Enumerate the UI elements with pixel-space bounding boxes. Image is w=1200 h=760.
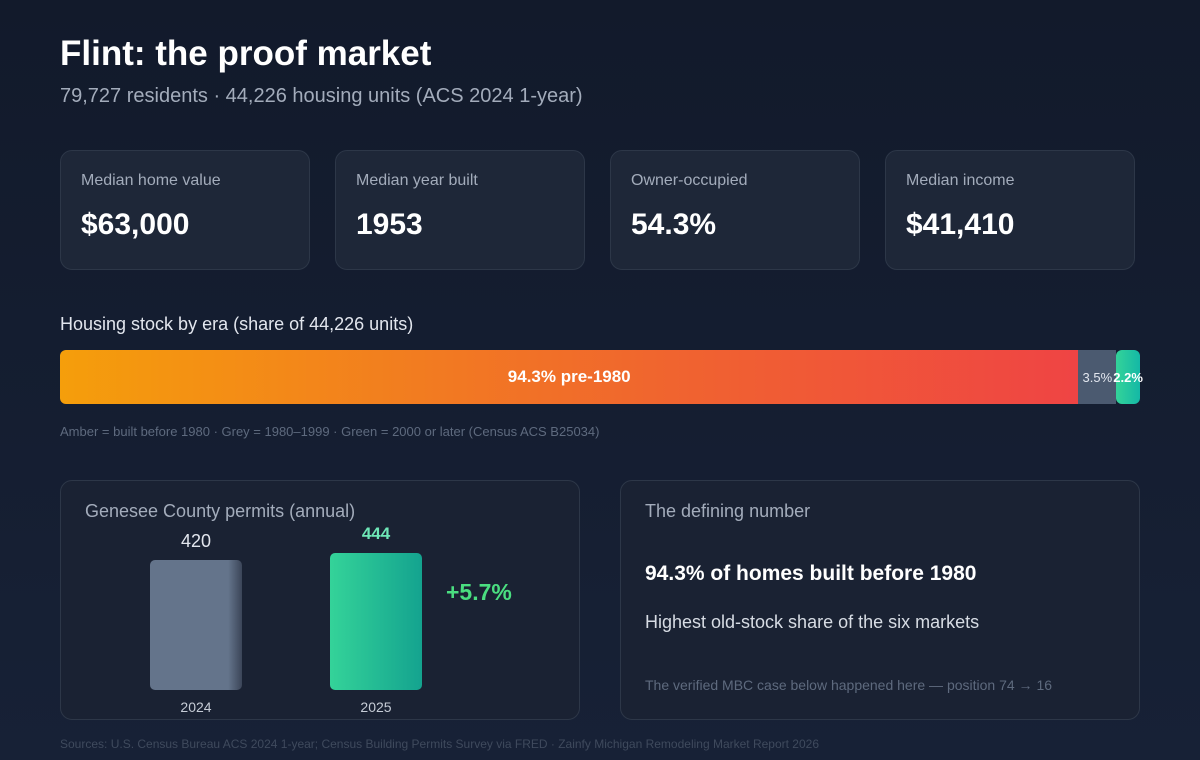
stat-label: Median home value bbox=[81, 172, 221, 189]
stat-card-median-income: Median income $41,410 bbox=[885, 150, 1135, 270]
housing-stock-bar: 94.3% pre-1980 3.5% 2.2% bbox=[60, 350, 1143, 404]
bar-2025 bbox=[330, 553, 422, 690]
defining-panel: The defining number 94.3% of homes built… bbox=[620, 480, 1140, 720]
sources-footer: Sources: U.S. Census Bureau ACS 2024 1-y… bbox=[60, 737, 820, 751]
stat-label: Median income bbox=[906, 172, 1015, 189]
stat-value: 1953 bbox=[356, 208, 423, 241]
stat-card-year-built: Median year built 1953 bbox=[335, 150, 585, 270]
stat-label: Median year built bbox=[356, 172, 478, 189]
defining-headline: 94.3% of homes built before 1980 bbox=[645, 562, 977, 585]
permits-title: Genesee County permits (annual) bbox=[85, 501, 356, 521]
segment-2000-later: 2.2% bbox=[1113, 350, 1143, 404]
stat-label: Owner-occupied bbox=[631, 172, 748, 189]
bar-category-2025: 2025 bbox=[360, 699, 392, 715]
page-subtitle: 79,727 residents · 44,226 housing units … bbox=[60, 85, 583, 107]
segment-pre-1980: 94.3% pre-1980 bbox=[60, 350, 1079, 404]
bar-2024 bbox=[150, 560, 242, 690]
stat-value: $41,410 bbox=[906, 208, 1015, 241]
defining-note: The verified MBC case below happened her… bbox=[645, 677, 1053, 693]
bar-value-2025: 444 bbox=[361, 524, 391, 543]
housing-stock-title: Housing stock by era (share of 44,226 un… bbox=[60, 314, 414, 334]
stat-card-home-value: Median home value $63,000 bbox=[60, 150, 310, 270]
housing-stock-legend: Amber = built before 1980 · Grey = 1980–… bbox=[60, 424, 600, 439]
defining-title: The defining number bbox=[645, 501, 811, 521]
permits-panel: Genesee County permits (annual) 420 444 … bbox=[60, 480, 580, 720]
stat-card-owner-occupied: Owner-occupied 54.3% bbox=[610, 150, 860, 270]
stat-value: 54.3% bbox=[631, 208, 717, 241]
stat-value: $63,000 bbox=[81, 208, 190, 241]
segment-1980-1999: 3.5% bbox=[1078, 350, 1117, 404]
change-label: +5.7% bbox=[446, 579, 512, 605]
page-title: Flint: the proof market bbox=[60, 34, 432, 73]
defining-subtext: Highest old-stock share of the six marke… bbox=[645, 612, 980, 632]
bar-value-2024: 420 bbox=[180, 531, 212, 552]
bar-category-2024: 2024 bbox=[180, 699, 212, 715]
